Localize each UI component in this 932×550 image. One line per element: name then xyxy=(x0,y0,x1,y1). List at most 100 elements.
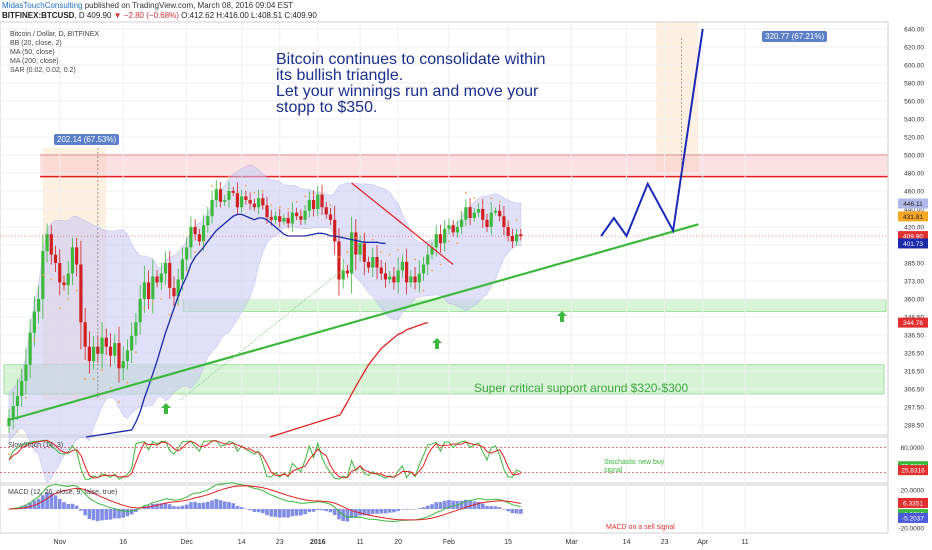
macd-histogram-bar xyxy=(328,509,333,513)
price-badge xyxy=(898,317,928,328)
indicator-0[interactable]: Bitcoin / Dollar, D, BITFINEX xyxy=(10,31,100,38)
candle-body xyxy=(75,247,79,265)
macd-histogram-bar xyxy=(303,509,307,515)
macd-histogram-bar xyxy=(66,503,71,509)
symbol[interactable]: BITFINEX:BTCUSD xyxy=(2,11,75,20)
stoch-panel-frame xyxy=(0,436,889,484)
sar-dot xyxy=(25,397,27,399)
price-change: ▼ −2.80 (−0.68%) xyxy=(113,11,179,20)
macd-histogram-bar xyxy=(514,509,519,514)
macd-label[interactable]: MACD (12, 26, close, 9, false, true) xyxy=(8,489,118,496)
price-badge-text: 431.81 xyxy=(903,214,923,221)
candle-body xyxy=(438,234,443,244)
candle-body xyxy=(392,276,396,283)
candle-body xyxy=(11,406,15,418)
buy-arrow-icon xyxy=(161,403,171,414)
candle-body xyxy=(371,257,375,268)
macd-histogram-bar xyxy=(100,509,104,521)
candle-body xyxy=(383,273,388,280)
indicator-2[interactable]: MA (50, close) xyxy=(10,49,55,56)
macd-histogram-bar xyxy=(70,503,75,509)
macd-histogram-bar xyxy=(125,509,130,517)
macd-histogram-bar xyxy=(163,502,168,509)
macd-histogram-bar xyxy=(286,509,290,518)
indicator-4[interactable]: SAR (0.02, 0.02, 0.2) xyxy=(10,67,76,74)
candle-body xyxy=(307,200,311,211)
macd-histogram-bar xyxy=(294,509,299,516)
macd-tick-label: -20.0000 xyxy=(898,526,924,533)
macd-histogram-bar xyxy=(307,509,312,513)
candle-body xyxy=(358,243,362,255)
candle-body xyxy=(468,207,472,218)
sar-dot xyxy=(109,387,112,389)
candle-body xyxy=(185,247,189,260)
x-tick-label: 16 xyxy=(119,539,127,546)
sar-dot xyxy=(380,251,383,254)
macd-histogram-bar xyxy=(248,509,252,511)
candle-body xyxy=(7,418,11,426)
macd-histogram-bar xyxy=(485,505,489,509)
macd-histogram-bar xyxy=(451,500,455,509)
sar-dot xyxy=(151,301,154,304)
macd-badge-text: -5.2037 xyxy=(902,515,924,522)
y-tick-label: 600.00 xyxy=(904,63,924,70)
sar-dot xyxy=(160,298,163,300)
stoch-badge-text: 25.8316 xyxy=(901,468,925,475)
macd-histogram-bar xyxy=(231,503,235,509)
ma200-line-early xyxy=(269,401,348,438)
candle-body xyxy=(24,364,28,381)
sar-dot xyxy=(515,218,518,221)
title-line-1: Bitcoin continues to consolidate within xyxy=(276,51,546,68)
macd-histogram-bar xyxy=(324,509,329,512)
candle-body xyxy=(282,218,286,222)
stoch-label[interactable]: SlowStoch (14, 3) xyxy=(8,442,64,449)
y-tick-label: 560.00 xyxy=(904,99,924,106)
candle-body xyxy=(108,346,113,356)
macd-histogram-bar xyxy=(112,509,117,519)
sar-dot xyxy=(84,378,87,380)
sar-dot xyxy=(219,186,222,189)
author[interactable]: MidasTouchConsulting xyxy=(2,1,83,10)
macd-histogram-bar xyxy=(476,501,481,509)
y-tick-label: 316.50 xyxy=(904,369,924,376)
mid-support-zone xyxy=(182,298,887,312)
macd-histogram-bar xyxy=(421,507,426,509)
stoch-badge xyxy=(898,465,928,476)
sar-dot xyxy=(481,204,484,207)
candle-body xyxy=(32,311,36,333)
ma200-line xyxy=(346,321,428,403)
macd-histogram-bar xyxy=(434,502,439,509)
candle-body xyxy=(379,267,383,274)
candle-body xyxy=(320,194,324,208)
macd-line xyxy=(8,482,521,523)
candle-body xyxy=(130,335,134,351)
sar-dot xyxy=(371,238,374,241)
sar-dot xyxy=(228,175,230,178)
macd-histogram-bar xyxy=(159,503,164,509)
ascending-trendline xyxy=(8,223,699,422)
price-badge xyxy=(898,231,928,242)
price-badge-text: 409.90 xyxy=(903,234,923,241)
macd-histogram-bar xyxy=(265,509,269,516)
macd-histogram-bar xyxy=(121,509,126,518)
macd-signal-line xyxy=(8,485,521,521)
macd-histogram-bar xyxy=(197,503,202,509)
macd-histogram-bar xyxy=(510,509,515,514)
candle-body xyxy=(485,219,489,227)
macd-histogram-bar xyxy=(239,507,244,509)
x-tick-label: 23 xyxy=(661,539,669,546)
candle-body xyxy=(515,234,519,242)
x-tick-label: 20 xyxy=(394,539,402,546)
ohlc: O:412.62 H:416.00 L:408.51 C:409.90 xyxy=(181,11,317,20)
candle-body xyxy=(421,264,426,274)
indicator-3[interactable]: MA (200, close) xyxy=(10,58,59,65)
candle-body xyxy=(70,247,75,274)
candle-body xyxy=(62,282,66,286)
indicator-1[interactable]: BB (20, close, 2) xyxy=(10,40,62,47)
sar-dot xyxy=(397,248,400,251)
sar-dot xyxy=(346,251,349,254)
macd-histogram-bar xyxy=(354,509,358,518)
title-line-2: its bullish triangle. xyxy=(276,67,404,84)
sar-dot xyxy=(101,369,103,371)
macd-histogram-bar xyxy=(493,506,498,509)
